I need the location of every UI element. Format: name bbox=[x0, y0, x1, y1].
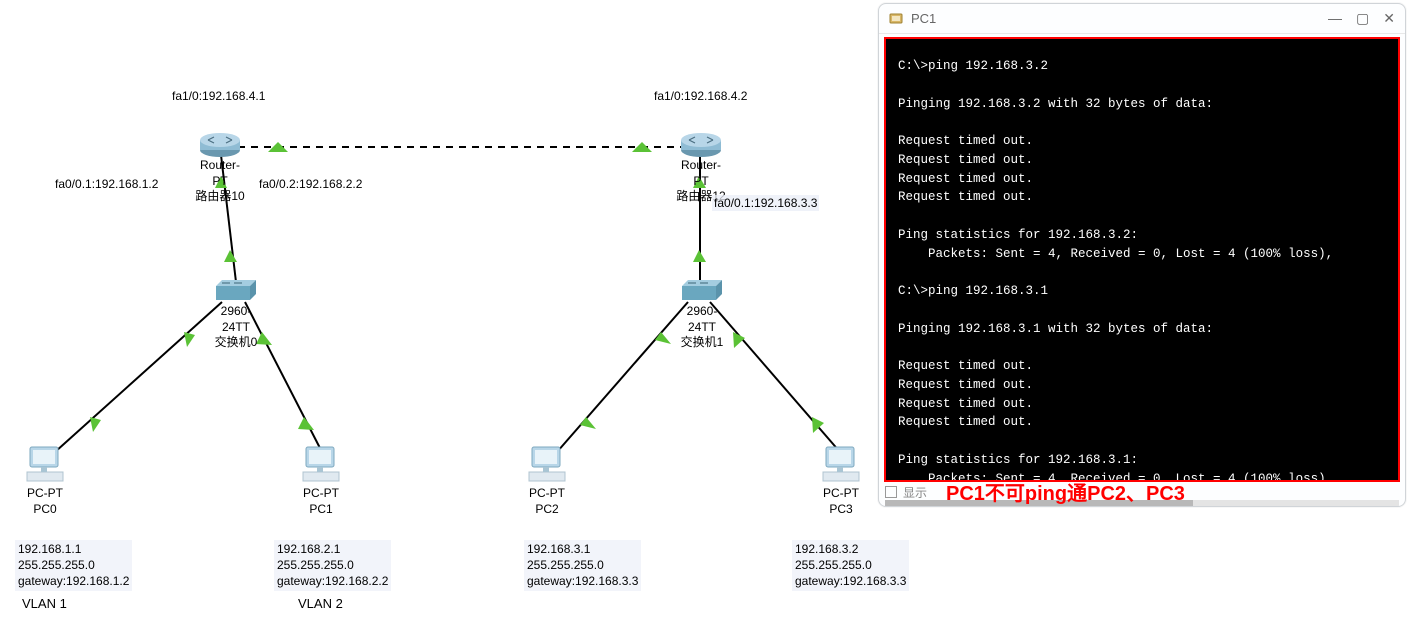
annotation-text: PC1不可ping通PC2、PC3 bbox=[946, 477, 1185, 506]
iface-r10-fa10: fa1/0:192.168.4.1 bbox=[172, 89, 265, 103]
switch-1[interactable]: 2960-24TT 交换机1 bbox=[674, 276, 730, 351]
iface-r12-fa10: fa1/0:192.168.4.2 bbox=[654, 89, 747, 103]
app-icon bbox=[889, 11, 905, 27]
gateway: gateway:192.168.3.3 bbox=[527, 573, 638, 589]
network-topology: Router-PT 路由器10 Router-PT 路由器12 2960-24T… bbox=[0, 0, 900, 617]
terminal-output[interactable]: C:\>ping 192.168.3.2 Pinging 192.168.3.2… bbox=[884, 37, 1400, 482]
mask: 255.255.255.0 bbox=[527, 557, 638, 573]
ip: 192.168.3.1 bbox=[527, 541, 638, 557]
router-label: 路由器10 bbox=[195, 189, 244, 203]
pc-label: PC3 bbox=[829, 502, 852, 516]
vlan1-label: VLAN 1 bbox=[22, 596, 67, 611]
iface-r10-fa001: fa0/0.1:192.168.1.2 bbox=[55, 177, 158, 191]
iface-r12-fa001: fa0/0.1:192.168.3.3 bbox=[712, 195, 819, 211]
pc-type: PC-PT bbox=[303, 486, 339, 500]
pc2[interactable]: PC-PT PC2 bbox=[524, 444, 570, 517]
terminal-text: C:\>ping 192.168.3.2 Pinging 192.168.3.2… bbox=[898, 59, 1333, 482]
gateway: gateway:192.168.1.2 bbox=[18, 573, 129, 589]
ip: 192.168.3.2 bbox=[795, 541, 906, 557]
router-12[interactable]: Router-PT 路由器12 bbox=[676, 128, 726, 205]
mask: 255.255.255.0 bbox=[277, 557, 388, 573]
checkbox-label: 显示 bbox=[903, 484, 927, 501]
iface-r10-fa002: fa0/0.2:192.168.2.2 bbox=[259, 177, 362, 191]
pc1[interactable]: PC-PT PC1 bbox=[298, 444, 344, 517]
gateway: gateway:192.168.3.3 bbox=[795, 573, 906, 589]
router-type: Router-PT bbox=[200, 158, 240, 188]
ip-block-pc3: 192.168.3.2 255.255.255.0 gateway:192.16… bbox=[792, 540, 909, 591]
switch-type: 2960-24TT bbox=[687, 304, 718, 334]
pc-label: PC2 bbox=[535, 502, 558, 516]
router-type: Router-PT bbox=[681, 158, 721, 188]
switch-label: 交换机0 bbox=[215, 335, 258, 349]
pc0[interactable]: PC-PT PC0 bbox=[22, 444, 68, 517]
pc-label: PC0 bbox=[33, 502, 56, 516]
pc-label: PC1 bbox=[309, 502, 332, 516]
ip: 192.168.1.1 bbox=[18, 541, 129, 557]
ip-block-pc0: 192.168.1.1 255.255.255.0 gateway:192.16… bbox=[15, 540, 132, 591]
pc-type: PC-PT bbox=[823, 486, 859, 500]
switch-0[interactable]: 2960-24TT 交换机0 bbox=[208, 276, 264, 351]
pc3[interactable]: PC-PT PC3 bbox=[818, 444, 864, 517]
pc-type: PC-PT bbox=[529, 486, 565, 500]
close-button[interactable]: ✕ bbox=[1383, 10, 1395, 27]
ip-block-pc1: 192.168.2.1 255.255.255.0 gateway:192.16… bbox=[274, 540, 391, 591]
ip-block-pc2: 192.168.3.1 255.255.255.0 gateway:192.16… bbox=[524, 540, 641, 591]
switch-label: 交换机1 bbox=[681, 335, 724, 349]
pc1-terminal-window[interactable]: PC1 — ▢ ✕ C:\>ping 192.168.3.2 Pinging 1… bbox=[878, 3, 1406, 507]
mask: 255.255.255.0 bbox=[795, 557, 906, 573]
titlebar[interactable]: PC1 — ▢ ✕ bbox=[879, 4, 1405, 34]
minimize-button[interactable]: — bbox=[1328, 10, 1342, 27]
mask: 255.255.255.0 bbox=[18, 557, 129, 573]
router-10[interactable]: Router-PT 路由器10 bbox=[195, 128, 245, 205]
topology-links bbox=[0, 0, 900, 617]
pc-type: PC-PT bbox=[27, 486, 63, 500]
switch-type: 2960-24TT bbox=[221, 304, 252, 334]
ip: 192.168.2.1 bbox=[277, 541, 388, 557]
window-title: PC1 bbox=[911, 11, 936, 26]
checkbox[interactable] bbox=[885, 486, 897, 498]
maximize-button[interactable]: ▢ bbox=[1356, 10, 1369, 27]
vlan2-label: VLAN 2 bbox=[298, 596, 343, 611]
gateway: gateway:192.168.2.2 bbox=[277, 573, 388, 589]
